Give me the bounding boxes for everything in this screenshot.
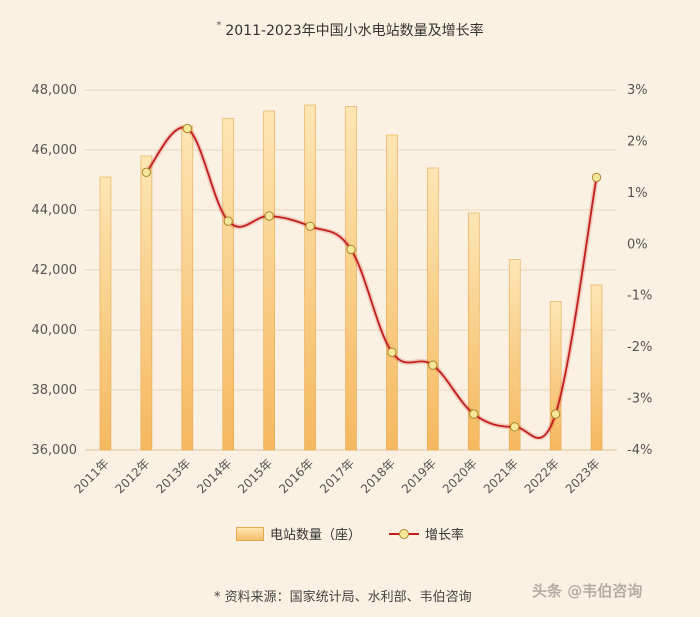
- left-tick-label: 44,000: [32, 203, 78, 218]
- chart-legend: 电站数量（座） 增长率: [0, 524, 700, 543]
- x-tick-label: 2021年: [481, 456, 521, 496]
- growth-point: [346, 244, 356, 255]
- source-note: * 资料来源：国家统计局、水利部、韦伯咨询: [214, 590, 472, 605]
- x-tick-label: 2011年: [72, 456, 112, 496]
- growth-point: [550, 409, 561, 419]
- growth-point: [141, 167, 152, 177]
- bar: [508, 259, 521, 451]
- x-tick-label: 2019年: [399, 456, 439, 496]
- x-tick-label: 2016年: [276, 456, 316, 496]
- right-tick-label: -2%: [627, 340, 652, 355]
- bar: [140, 155, 153, 451]
- growth-point: [264, 211, 274, 221]
- legend-item-bars: 电站数量（座）: [235, 524, 361, 543]
- chart-title: * 2011-2023年中国小水电站数量及增长率: [0, 20, 700, 40]
- bar: [304, 104, 316, 451]
- bar: [99, 176, 112, 451]
- bar: [345, 106, 357, 451]
- bar: [181, 125, 194, 451]
- left-tick-label: 46,000: [32, 143, 78, 158]
- bar: [427, 167, 439, 451]
- x-tick-label: 2014年: [194, 456, 234, 496]
- right-tick-label: 0%: [627, 237, 648, 252]
- legend-item-line: 增长率: [389, 524, 464, 543]
- left-tick-label: 42,000: [32, 263, 78, 278]
- left-tick-label: 36,000: [32, 443, 78, 458]
- right-tick-label: 2%: [627, 134, 648, 149]
- growth-point: [428, 360, 438, 370]
- x-tick-label: 2013年: [153, 456, 193, 496]
- bar: [263, 110, 275, 451]
- growth-point: [182, 123, 193, 134]
- growth-line: [145, 126, 598, 439]
- growth-line-glow: [144, 125, 600, 441]
- left-tick-label: 48,000: [32, 83, 78, 98]
- bar: [549, 301, 562, 451]
- x-tick-label: 2020年: [440, 456, 480, 496]
- x-tick-label: 2017年: [317, 456, 357, 496]
- right-tick-label: -4%: [627, 443, 652, 458]
- left-tick-label: 38,000: [32, 383, 78, 398]
- bar: [467, 212, 480, 451]
- x-tick-label: 2022年: [522, 456, 562, 496]
- right-tick-label: 1%: [627, 186, 648, 201]
- legend-label-line: 增长率: [425, 528, 465, 543]
- bar: [222, 118, 235, 451]
- growth-point: [387, 347, 397, 357]
- x-tick-label: 2012年: [113, 456, 153, 496]
- right-tick-label: -3%: [627, 392, 652, 407]
- bar: [386, 134, 398, 451]
- legend-swatch-bars: [235, 526, 264, 541]
- right-tick-label: -1%: [627, 289, 652, 304]
- right-tick-label: 3%: [627, 83, 648, 98]
- growth-point: [509, 422, 520, 432]
- legend-label-bars: 电站数量（座）: [269, 528, 361, 543]
- watermark: 头条 @韦伯咨询: [532, 582, 643, 600]
- growth-point: [305, 221, 315, 231]
- title-marker: *: [216, 20, 222, 31]
- chart-title-text: 2011-2023年中国小水电站数量及增长率: [225, 23, 484, 39]
- growth-point: [469, 409, 479, 419]
- x-tick-label: 2023年: [563, 456, 603, 496]
- legend-swatch-line: [389, 528, 419, 540]
- bar: [590, 284, 603, 451]
- left-tick-label: 40,000: [32, 323, 78, 338]
- x-tick-label: 2015年: [235, 456, 275, 496]
- x-tick-label: 2018年: [358, 456, 398, 496]
- growth-point: [591, 172, 602, 183]
- growth-point: [223, 216, 233, 226]
